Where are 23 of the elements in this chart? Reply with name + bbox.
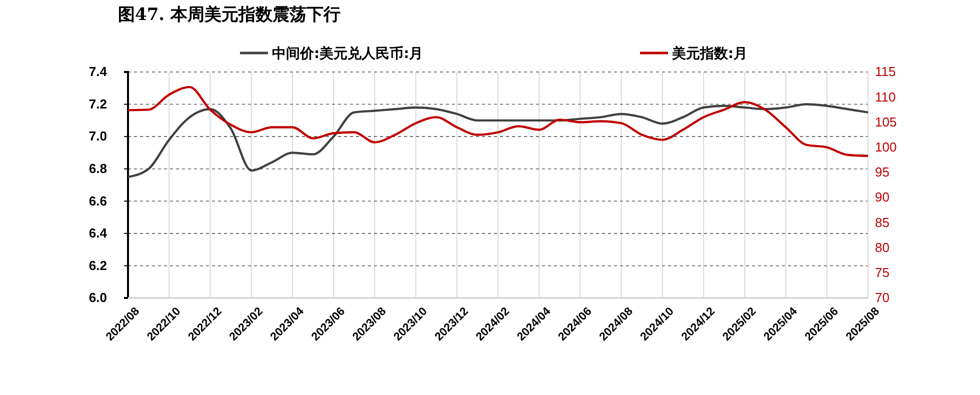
line-series bbox=[126, 86, 870, 157]
y-tick-label: 6.4 bbox=[88, 226, 108, 241]
y2-tick-label: 100 bbox=[875, 139, 897, 154]
legend-label: 中间价:美元兑人民币:月 bbox=[272, 45, 424, 62]
y-tick-label: 6.8 bbox=[88, 161, 107, 176]
y-tick-label: 7.4 bbox=[88, 64, 108, 80]
y2-tick-label: 105 bbox=[875, 114, 897, 130]
y2-tick-label: 85 bbox=[875, 214, 890, 230]
y2-tick-label: 90 bbox=[875, 190, 890, 205]
y-tick-label: 7.2 bbox=[88, 96, 107, 112]
y2-tick-label: 70 bbox=[875, 290, 890, 306]
y2-tick-label: 80 bbox=[875, 240, 890, 255]
y2-tick-label: 110 bbox=[875, 89, 896, 104]
y2-tick-label: 95 bbox=[875, 164, 890, 180]
y-tick-label: 6.2 bbox=[88, 258, 107, 273]
y-tick-label: 7.0 bbox=[88, 128, 107, 144]
line-series bbox=[126, 103, 870, 178]
y-tick-label: 6.0 bbox=[88, 290, 107, 306]
y2-tick-label: 75 bbox=[875, 265, 890, 280]
y-tick-label: 6.6 bbox=[88, 193, 107, 208]
legend-label: 美元指数:月 bbox=[671, 45, 748, 62]
y2-tick-label: 115 bbox=[875, 64, 896, 80]
chart-title: 图47. 本周美元指数震荡下行 bbox=[118, 5, 340, 25]
